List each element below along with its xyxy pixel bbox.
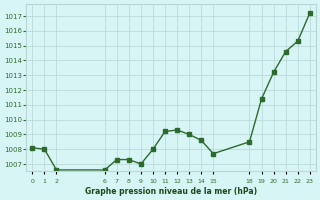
X-axis label: Graphe pression niveau de la mer (hPa): Graphe pression niveau de la mer (hPa) [85,187,257,196]
